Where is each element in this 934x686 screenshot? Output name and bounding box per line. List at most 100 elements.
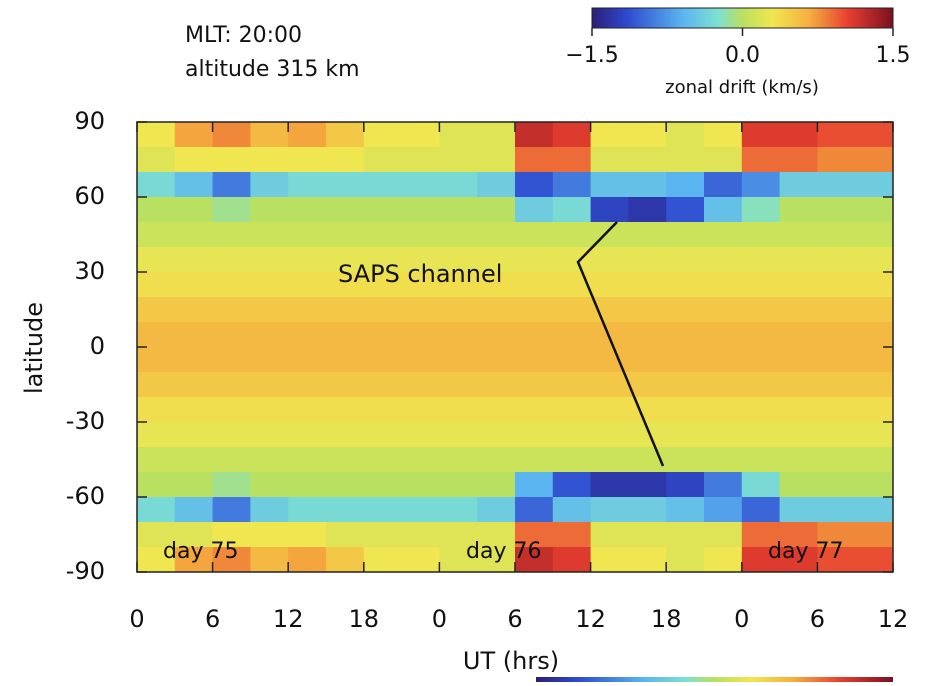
heatmap-cell [250,422,289,448]
heatmap-cell [174,197,214,223]
heatmap-cell [250,472,289,498]
x-tick-label: 6 [810,605,825,633]
heatmap-cell [174,222,214,248]
heatmap-cell [552,222,592,248]
heatmap-cell [477,147,516,173]
heatmap-cell [704,472,743,498]
heatmap-cell [628,547,667,573]
heatmap-cell [666,122,705,148]
x-tick-label: 0 [432,605,447,633]
heatmap-cell [855,422,894,448]
heatmap-cell [212,247,251,273]
heatmap-cell [779,322,818,348]
heatmap-cell [741,422,781,448]
heatmap-cell [741,447,781,473]
heatmap-cell [741,522,781,548]
heatmap-cell [250,197,289,223]
heatmap-cell [704,172,743,198]
heatmap-cell [477,522,516,548]
heatmap-cell [477,297,516,323]
heatmap-cell [704,322,743,348]
heatmap-cell [439,497,478,523]
heatmap-cell [590,497,629,523]
heatmap-cell [817,472,856,498]
heatmap-cell [855,172,894,198]
heatmap-cell [855,247,894,273]
heatmap-cell [174,172,214,198]
heatmap-cell [628,247,667,273]
heatmap-cell [174,497,214,523]
heatmap-cell [515,447,554,473]
heatmap-cell [666,272,705,298]
heatmap-cell [628,272,667,298]
heatmap-cell [704,522,743,548]
heatmap-cell [817,147,856,173]
heatmap-cell [326,422,365,448]
heatmap-cell [288,397,327,423]
x-tick-label: 12 [273,605,304,633]
heatmap-cell [855,222,894,248]
heatmap-cell [439,147,478,173]
y-tick-label: 60 [74,182,105,210]
heatmap-cell [552,422,592,448]
heatmap-cell [326,147,365,173]
heatmap-cell [590,247,629,273]
heatmap-cell [250,522,289,548]
heatmap-cell [666,397,705,423]
heatmap-cell [288,197,327,223]
x-tick-label: 18 [651,605,682,633]
heatmap-cell [477,122,516,148]
heatmap-cell [137,522,176,548]
heatmap-cell [477,547,516,573]
heatmap-cell [137,322,176,348]
heatmap-cell [590,297,629,323]
heatmap-cell [515,522,554,548]
annotation: altitude 315 km [185,57,360,82]
heatmap-cell [250,297,289,323]
decoration [536,677,893,685]
heatmap-cell [666,447,705,473]
heatmap-cell [855,497,894,523]
heatmap-cell [552,547,592,573]
heatmap-cell [666,472,705,498]
heatmap-cell [137,147,176,173]
heatmap-cell [401,122,440,148]
heatmap-cell [855,322,894,348]
heatmap-cell [288,547,327,573]
heatmap-cell [855,297,894,323]
heatmap-cell [288,372,327,398]
heatmap-cell [363,397,403,423]
x-tick-label: 0 [734,605,749,633]
heatmap-cell [515,347,554,373]
heatmap-cell [401,272,440,298]
heatmap-cell [552,247,592,273]
heatmap-cell [817,422,856,448]
heatmap-cell [628,497,667,523]
heatmap-cell [401,297,440,323]
heatmap-cell [250,372,289,398]
heatmap-cell [779,372,818,398]
heatmap-cell [628,372,667,398]
y-tick-label: -30 [66,407,105,435]
heatmap-cell [741,497,781,523]
heatmap-cell [704,222,743,248]
heatmap-cell [363,522,403,548]
heatmap-cell [515,172,554,198]
heatmap-cell [817,297,856,323]
x-tick-label: 6 [507,605,522,633]
heatmap-cell [174,547,214,573]
heatmap-cell [704,372,743,398]
heatmap-cell [288,297,327,323]
heatmap-cell [212,272,251,298]
heatmap-cell [817,122,856,148]
heatmap-cell [704,497,743,523]
heatmap-cell [855,447,894,473]
heatmap-cell [212,397,251,423]
heatmap-cell [326,322,365,348]
heatmap-cell [552,372,592,398]
heatmap-cell [779,172,818,198]
heatmap-cell [704,297,743,323]
heatmap-cell [212,422,251,448]
heatmap-cell [288,147,327,173]
heatmap-cell [212,372,251,398]
